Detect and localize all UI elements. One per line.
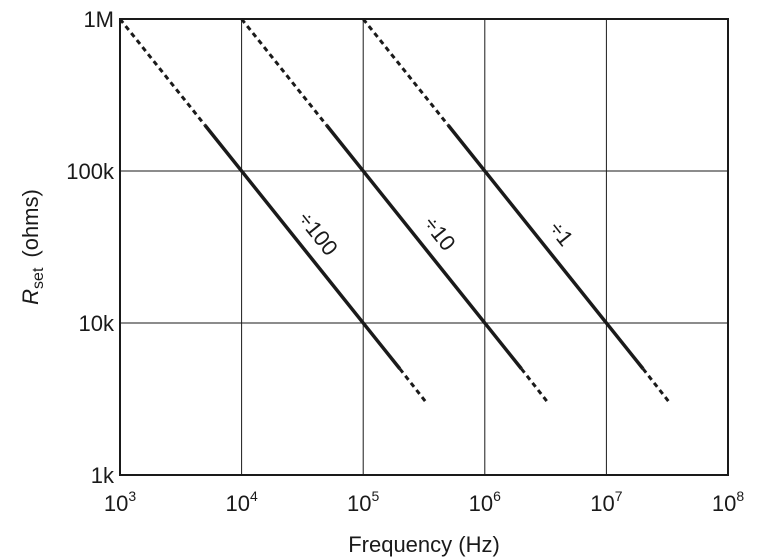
series-line-solid <box>203 124 402 370</box>
x-axis-title: Frequency (Hz) <box>348 532 500 557</box>
y-tick-label: 10k <box>79 311 115 336</box>
x-tick-label: 108 <box>712 488 744 516</box>
y-axis-subscript: set <box>30 267 47 289</box>
x-tick-label: 106 <box>469 488 501 516</box>
series-line-solid <box>325 124 523 370</box>
curve-label: ÷1 <box>544 216 579 251</box>
y-tick-label: 1M <box>83 7 114 32</box>
x-tick-labels: 103 104 105 106 107 108 <box>104 488 744 516</box>
y-axis-title: Rset (ohms) <box>18 189 47 305</box>
y-tick-label: 100k <box>66 159 115 184</box>
series-line-solid <box>446 124 645 370</box>
series-group <box>118 18 671 404</box>
y-axis-symbol: R <box>18 289 43 305</box>
y-axis-unit: (ohms) <box>18 189 43 257</box>
x-tick-label: 105 <box>347 488 379 516</box>
x-tick-label: 103 <box>104 488 136 516</box>
series-line-dotted-end <box>520 367 550 404</box>
x-tick-label: 104 <box>225 488 257 516</box>
series-line-dotted-start <box>240 18 328 127</box>
series-line-dotted-end <box>398 367 428 404</box>
plot-frame <box>119 18 729 476</box>
y-tick-labels: 1k 10k 100k 1M <box>66 7 115 488</box>
y-tick-label: 1k <box>91 463 115 488</box>
series-line-dotted-end <box>641 367 671 404</box>
x-tick-label: 107 <box>590 488 622 516</box>
series-line-dotted-start <box>362 18 450 127</box>
curve-label: ÷100 <box>293 207 343 261</box>
series-line-dotted-start <box>118 18 207 127</box>
